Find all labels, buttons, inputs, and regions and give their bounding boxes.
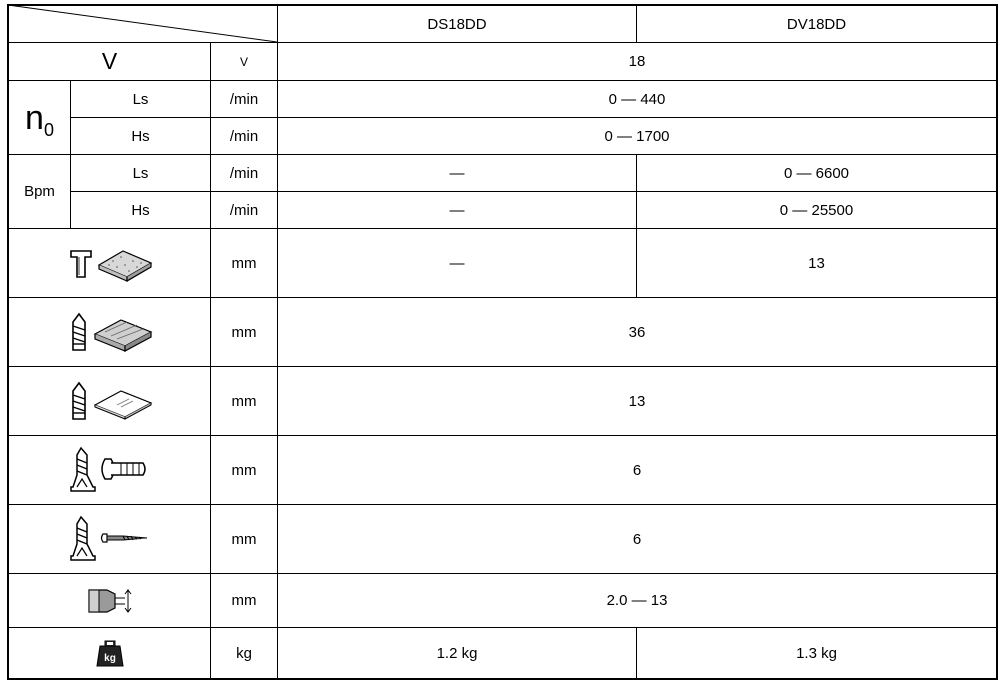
drill-wood-unit: mm bbox=[231, 323, 257, 341]
voltage-unit: V bbox=[239, 54, 248, 69]
header-model-dv18dd: DV18DD bbox=[786, 15, 847, 33]
drill-steel-value: 13 bbox=[628, 392, 646, 410]
no-load-speed-low-label: Ls bbox=[132, 90, 149, 108]
screwdriver-bolt-unit: mm bbox=[231, 461, 257, 479]
chuck-capacity-unit: mm bbox=[231, 592, 257, 609]
hammer-concrete-icon bbox=[9, 229, 210, 297]
header-model-ds18dd: DS18DD bbox=[427, 15, 487, 33]
hammer-concrete-ds18dd: — bbox=[449, 254, 465, 272]
weight-ds18dd: 1.2 kg bbox=[436, 644, 478, 662]
screwdriver-bolt-icon bbox=[9, 436, 210, 504]
hammer-concrete-unit: mm bbox=[231, 254, 257, 272]
no-load-speed-low-unit: /min bbox=[229, 90, 259, 108]
impact-rate-low-label: Ls bbox=[132, 164, 149, 182]
svg-text:kg: kg bbox=[104, 653, 116, 664]
voltage-value: 18 bbox=[628, 53, 646, 70]
impact-rate-low-unit: /min bbox=[229, 164, 259, 182]
screwdriver-wood-screw-value: 6 bbox=[632, 530, 642, 548]
spec-table: DS18DD DV18DD V V 18 n0 Ls /min 0 — 440 … bbox=[7, 4, 998, 680]
drill-wood-value: 36 bbox=[628, 323, 646, 341]
no-load-speed-high-unit: /min bbox=[229, 127, 259, 145]
weight-unit: kg bbox=[236, 644, 252, 662]
drill-wood-icon bbox=[9, 298, 210, 366]
screwdriver-wood-screw-unit: mm bbox=[231, 530, 257, 548]
no-load-speed-low-value: 0 — 440 bbox=[608, 90, 666, 108]
drill-steel-unit: mm bbox=[231, 392, 257, 410]
screwdriver-wood-screw-icon bbox=[9, 505, 210, 573]
impact-rate-symbol: Bpm bbox=[24, 183, 55, 200]
no-load-speed-subscript: 0 bbox=[43, 119, 54, 140]
no-load-speed-high-label: Hs bbox=[131, 127, 150, 145]
no-load-speed-symbol: n0 bbox=[25, 98, 54, 140]
screwdriver-bolt-value: 6 bbox=[632, 461, 642, 479]
impact-rate-low-dv18dd: 0 — 6600 bbox=[783, 164, 850, 182]
weight-dv18dd: 1.3 kg bbox=[796, 644, 837, 662]
impact-rate-high-label: Hs bbox=[131, 201, 150, 219]
impact-rate-high-ds18dd: — bbox=[449, 201, 465, 219]
impact-rate-high-unit: /min bbox=[229, 201, 259, 219]
impact-rate-high-dv18dd: 0 — 25500 bbox=[779, 201, 854, 219]
no-load-speed-high-value: 0 — 1700 bbox=[604, 127, 670, 145]
drill-steel-icon bbox=[9, 367, 210, 435]
weight-kg-icon: kg bbox=[9, 628, 210, 678]
header-diagonal bbox=[7, 4, 278, 43]
hammer-concrete-dv18dd: 13 bbox=[808, 254, 825, 272]
chuck-capacity-icon bbox=[9, 574, 210, 627]
impact-rate-low-ds18dd: — bbox=[449, 164, 465, 182]
voltage-symbol: V bbox=[101, 48, 118, 74]
chuck-capacity-value: 2.0 — 13 bbox=[606, 592, 668, 609]
